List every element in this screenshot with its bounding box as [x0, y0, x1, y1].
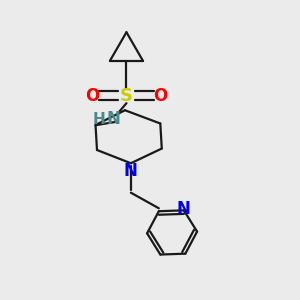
Text: N: N — [124, 162, 138, 180]
Text: O: O — [153, 86, 167, 104]
Text: N: N — [177, 200, 191, 218]
Text: S: S — [120, 86, 133, 104]
Text: O: O — [85, 86, 100, 104]
Text: H: H — [93, 112, 106, 127]
Text: N: N — [106, 110, 120, 128]
